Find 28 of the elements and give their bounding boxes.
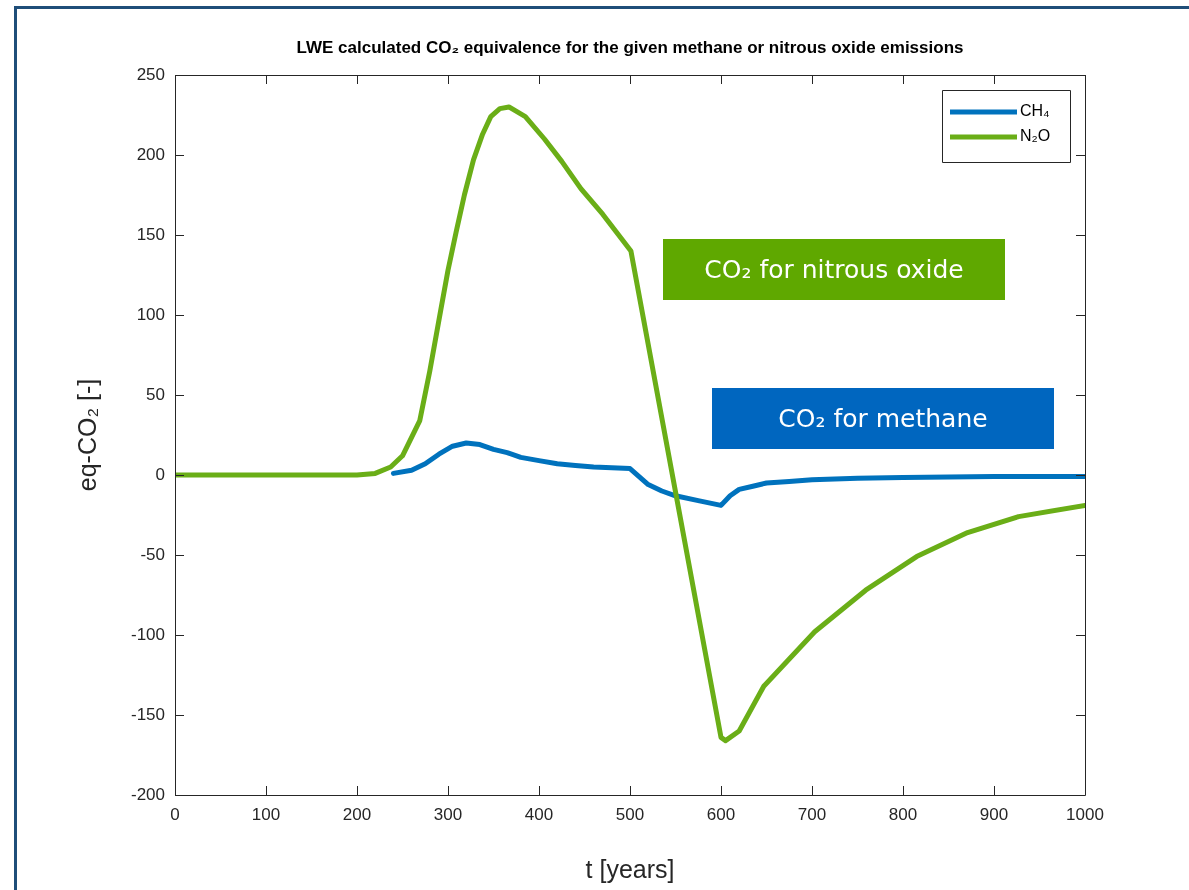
callout-box: CO₂ for nitrous oxide <box>663 239 1005 300</box>
x-tick-label: 900 <box>979 804 1009 824</box>
legend-label: CH₄ <box>1020 102 1050 120</box>
y-tick-label: -200 <box>130 784 165 804</box>
x-tick-label: 700 <box>797 804 827 824</box>
x-axis-title: t [years] <box>585 854 675 883</box>
x-tick-label: 200 <box>342 804 372 824</box>
y-tick-label: 100 <box>136 304 165 324</box>
y-tick-label: 200 <box>136 144 165 164</box>
x-tick-label: 0 <box>170 804 180 824</box>
y-tick-label: 150 <box>136 224 165 244</box>
x-tick-label: 600 <box>706 804 736 824</box>
x-tick-label: 500 <box>615 804 645 824</box>
y-tick-label: 250 <box>136 64 165 84</box>
y-tick-label: -50 <box>140 544 165 564</box>
x-tick-label: 300 <box>433 804 463 824</box>
legend-label: N₂O <box>1020 127 1051 145</box>
y-tick-label: 50 <box>146 384 165 404</box>
y-axis-title: eq-CO₂ [-] <box>72 378 101 492</box>
x-tick-label: 400 <box>524 804 554 824</box>
y-tick-label: -150 <box>130 704 165 724</box>
y-tick-label: 0 <box>155 464 165 484</box>
x-tick-label: 1000 <box>1066 804 1104 824</box>
chart-title: LWE calculated CO₂ equivalence for the given methane or nitrous oxide emissions <box>296 38 964 57</box>
y-tick-label: -100 <box>130 624 165 644</box>
x-tick-label: 800 <box>888 804 918 824</box>
callout-box: CO₂ for methane <box>712 388 1054 449</box>
x-tick-label: 100 <box>251 804 281 824</box>
